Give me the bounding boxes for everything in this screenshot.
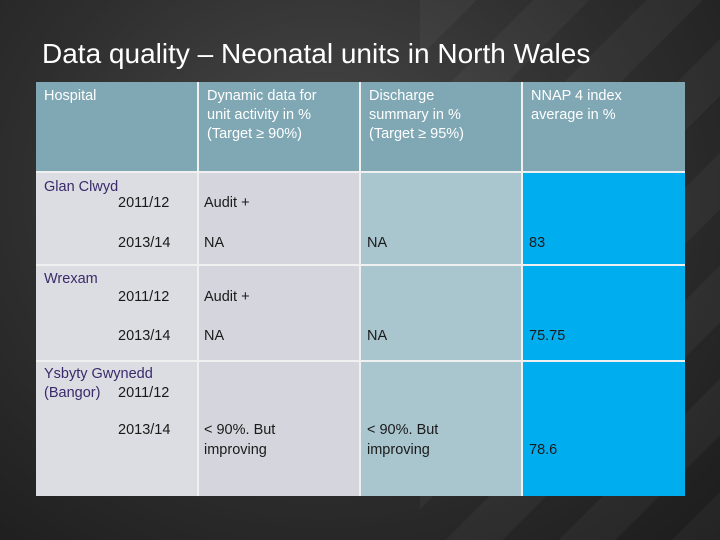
nnap-column [523,173,685,496]
nnap-value: 78.6 [529,442,558,458]
slide-title: Data quality – Neonatal units in North W… [42,38,591,69]
hospital-name-bangor: (Bangor) [44,385,101,401]
header-dynamic-line: unit activity in % [207,107,311,123]
header-discharge-line: summary in % [369,107,461,123]
header-nnap-index: NNAP 4 index average in % [523,82,685,171]
header-discharge-line: (Target ≥ 95%) [369,126,464,142]
dynamic-value-line: < 90%. But [204,422,276,438]
dynamic-value-line: improving [204,442,267,458]
discharge-value: NA [367,235,388,251]
year-label: 2013/14 [118,328,171,344]
hospital-column [36,173,197,496]
dynamic-value: Audit + [204,195,250,211]
dynamic-value: NA [204,328,225,344]
nnap-value: 83 [529,235,546,251]
year-label: 2011/12 [118,385,170,401]
row-separator [36,264,685,266]
header-nnap-line: NNAP 4 index [531,88,622,104]
discharge-column [361,173,521,496]
header-dynamic-line: (Target ≥ 90%) [207,126,302,142]
header-hospital-label: Hospital [44,88,97,104]
dynamic-column [199,173,359,496]
header-discharge-summary: Discharge summary in % (Target ≥ 95%) [361,82,521,171]
year-label: 2013/14 [118,422,171,438]
row-separator [36,360,685,362]
header-discharge-line: Discharge [369,88,435,104]
year-label: 2013/14 [118,235,171,251]
header-dynamic-line: Dynamic data for [207,88,317,104]
dynamic-value: NA [204,235,225,251]
header-nnap-line: average in % [531,107,616,123]
discharge-value: NA [367,328,388,344]
header-hospital: Hospital [36,82,197,171]
hospital-name-wrexam: Wrexam [44,271,98,287]
hospital-name-glan-clwyd: Glan Clwyd [44,179,119,195]
year-label: 2011/12 [118,289,170,305]
discharge-value-line: < 90%. But [367,422,439,438]
hospital-name-ysbyty-gwynedd: Ysbyty Gwynedd [44,366,153,382]
header-dynamic-data: Dynamic data for unit activity in % (Tar… [199,82,359,171]
data-quality-table: Hospital Dynamic data for unit activity … [36,82,685,496]
year-label: 2011/12 [118,195,170,211]
dynamic-value: Audit + [204,289,250,305]
discharge-value-line: improving [367,442,430,458]
nnap-value: 75.75 [529,328,566,344]
